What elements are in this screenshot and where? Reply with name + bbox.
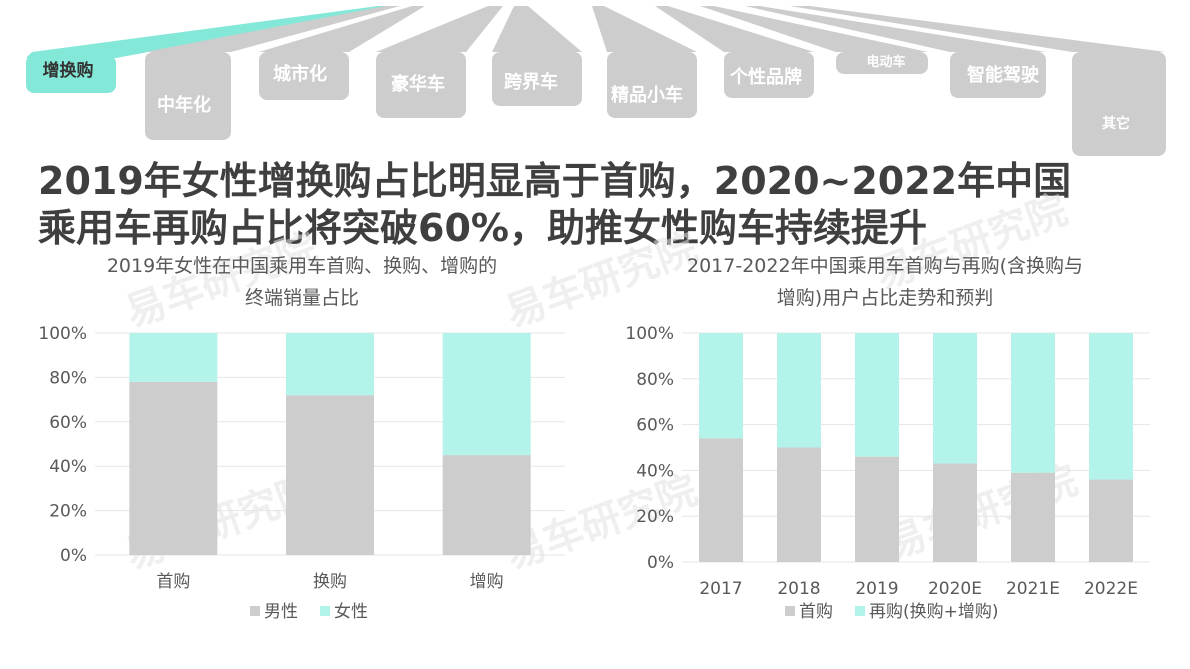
y-tick-label: 100% — [625, 324, 674, 344]
chart-title: 终端销量占比 — [245, 287, 359, 309]
tab-box-8[interactable] — [950, 52, 1046, 98]
x-tick-label: 换购 — [313, 572, 347, 592]
tab-box-2[interactable] — [259, 52, 349, 100]
bar-女性-换购 — [286, 333, 374, 396]
tab-box-6[interactable] — [724, 52, 814, 98]
fan-strip — [26, 6, 395, 58]
y-tick-label: 20% — [49, 502, 87, 522]
bar-首购-2022E — [1089, 479, 1133, 562]
bar-男性-增购 — [442, 455, 531, 555]
x-tick-label: 增购 — [470, 572, 504, 592]
x-tick-label: 2018 — [777, 579, 820, 599]
fan-strip — [790, 6, 1166, 52]
bar-再购(换购+增购)-2019 — [855, 333, 899, 457]
tab-label-6[interactable]: 个性品牌 — [729, 66, 802, 88]
legend-swatch — [855, 606, 865, 616]
bar-首购-2021E — [1011, 472, 1055, 562]
y-tick-label: 20% — [636, 507, 674, 527]
legend-label: 首购 — [799, 602, 833, 622]
tab-label-1[interactable]: 中年化 — [157, 94, 211, 116]
tab-label-9[interactable]: 其它 — [1102, 115, 1130, 132]
tab-box-7[interactable] — [836, 52, 928, 74]
bar-再购(换购+增购)-2020E — [933, 333, 977, 464]
tab-box-1[interactable] — [145, 52, 231, 140]
chart-title: 2019年女性在中国乘用车首购、换购、增购的 — [107, 255, 497, 277]
fan-strip — [700, 6, 928, 52]
tab-label-7[interactable]: 电动车 — [866, 54, 905, 70]
x-tick-label: 2017 — [699, 579, 742, 599]
tab-label-4[interactable]: 跨界车 — [504, 71, 558, 93]
y-tick-label: 0% — [60, 546, 87, 566]
bar-女性-首购 — [129, 333, 218, 382]
bar-再购(换购+增购)-2018 — [777, 333, 821, 448]
fan-strip — [745, 6, 1046, 52]
y-tick-label: 60% — [49, 413, 87, 433]
x-tick-label: 2019 — [855, 579, 898, 599]
x-tick-label: 2021E — [1006, 579, 1060, 599]
bar-男性-换购 — [286, 395, 374, 555]
chart-title: 增购)用户占比走势和预判 — [777, 287, 993, 309]
tab-box-3[interactable] — [376, 52, 466, 118]
fan-strip — [655, 6, 814, 52]
tab-box-9[interactable] — [1072, 52, 1166, 156]
fan-strip — [376, 6, 503, 52]
bar-再购(换购+增购)-2022E — [1089, 333, 1133, 480]
headline-line-1: 2019年女性增换购占比明显高于首购，2020~2022年中国 — [38, 159, 1072, 203]
bar-首购-2019 — [855, 456, 899, 562]
y-tick-label: 100% — [38, 324, 87, 344]
x-tick-label: 2022E — [1084, 579, 1138, 599]
tab-label-2[interactable]: 城市化 — [273, 63, 327, 85]
legend-swatch — [785, 606, 795, 616]
tab-label-8[interactable]: 智能驾驶 — [967, 64, 1039, 86]
y-tick-label: 0% — [647, 553, 674, 573]
legend-label: 女性 — [334, 602, 368, 622]
legend-label: 再购(换购+增购) — [869, 602, 999, 622]
tab-box-5[interactable] — [607, 52, 697, 118]
fan-strip — [259, 6, 425, 52]
y-tick-label: 80% — [636, 370, 674, 390]
bar-首购-2018 — [777, 447, 821, 562]
chart-title: 2017-2022年中国乘用车首购与再购(含换购与 — [687, 255, 1083, 277]
bar-首购-2017 — [699, 438, 743, 562]
bar-再购(换购+增购)-2021E — [1011, 333, 1055, 473]
tab-label-5[interactable]: 精品小车 — [611, 84, 683, 106]
y-tick-label: 80% — [49, 368, 87, 388]
bar-女性-增购 — [442, 333, 531, 456]
x-tick-label: 2020E — [928, 579, 982, 599]
tab-label-0[interactable]: 增换购 — [43, 60, 94, 81]
x-tick-label: 首购 — [156, 572, 190, 592]
y-tick-label: 40% — [49, 457, 87, 477]
tab-box-4[interactable] — [492, 52, 582, 106]
legend-swatch — [250, 606, 260, 616]
fan-strip — [145, 6, 400, 52]
tab-box-0[interactable] — [26, 55, 116, 93]
y-tick-label: 40% — [636, 461, 674, 481]
legend-swatch — [320, 606, 330, 616]
tab-label-3[interactable]: 豪华车 — [391, 73, 445, 95]
fan-strip — [592, 6, 697, 52]
bar-再购(换购+增购)-2017 — [699, 333, 743, 439]
y-tick-label: 60% — [636, 416, 674, 436]
bar-男性-首购 — [129, 381, 218, 555]
headline-line-2: 乘用车再购占比将突破60%，助推女性购车持续提升 — [38, 206, 927, 250]
fan-strip — [492, 6, 582, 52]
legend-label: 男性 — [264, 602, 298, 622]
bar-首购-2020E — [933, 463, 977, 562]
